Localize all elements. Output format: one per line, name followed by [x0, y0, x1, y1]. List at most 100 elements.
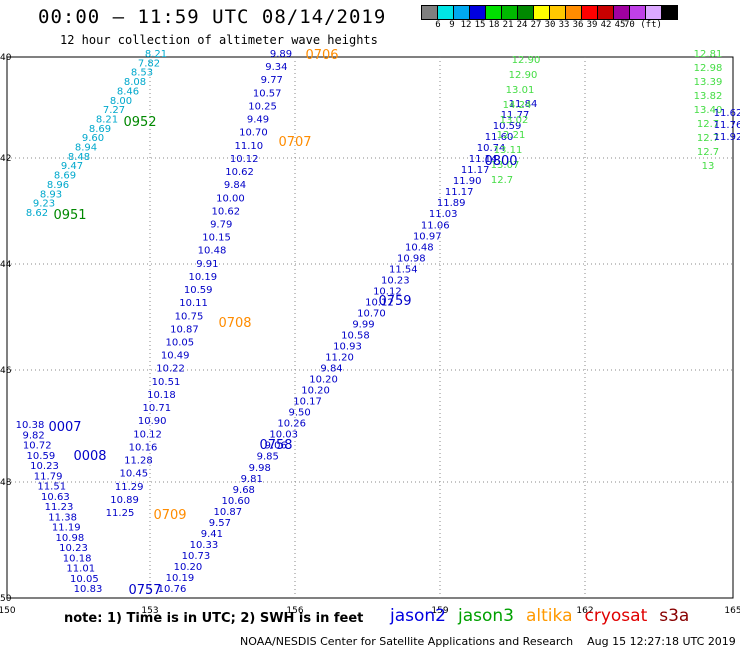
swh-value: 12.7 [491, 175, 513, 186]
swh-value: 10.72 [23, 441, 52, 452]
time-label: 0951 [53, 208, 86, 223]
generated-timestamp: Aug 15 12:27:18 UTC 2019 [587, 635, 736, 648]
swh-value: 8.08 [124, 77, 146, 88]
swh-value: 11.51 [37, 482, 66, 493]
swh-value: 9.47 [61, 161, 83, 172]
time-label: 0708 [218, 316, 251, 331]
swh-value: 13.39 [694, 77, 723, 88]
swh-value: 10.18 [147, 390, 176, 401]
swh-value: 10.45 [119, 469, 148, 480]
swh-value: 10.12 [230, 154, 259, 165]
swh-value: 10.20 [301, 386, 330, 397]
swh-value: 11.62 [714, 108, 740, 119]
swh-value: 10.18 [63, 553, 92, 564]
swh-value: 11.20 [325, 353, 354, 364]
swh-value: 12.98 [694, 63, 723, 74]
swh-value: 8.21 [145, 49, 167, 60]
swh-value: 13.07 [491, 160, 520, 171]
swh-value: 9.98 [249, 463, 271, 474]
swh-value: 9.79 [210, 219, 232, 230]
map-frame [6, 56, 734, 599]
swh-value: 10.23 [381, 275, 410, 286]
swh-value: 13.01 [506, 85, 535, 96]
swh-value: 13.40 [694, 105, 723, 116]
swh-value: 10.00 [216, 193, 245, 204]
colorbar-tick-label: 18 [488, 20, 500, 30]
lon-tick-label: 153 [141, 606, 158, 616]
swh-value: 11.19 [52, 523, 81, 534]
swh-value: 10.70 [239, 128, 268, 139]
swh-value: 10.26 [277, 419, 306, 430]
swh-value: 11.17 [461, 165, 490, 176]
lat-tick-label: 44 [0, 260, 12, 270]
swh-value: 8.62 [26, 208, 48, 219]
swh-value: 10.15 [202, 233, 231, 244]
colorbar-tick-label: 9 [449, 20, 455, 30]
swh-value: 9.84 [320, 364, 342, 375]
colorbar-tick-label: 39 [586, 20, 598, 30]
swh-value: 11.38 [48, 512, 77, 523]
swh-value: 11.84 [509, 99, 538, 110]
colorbar-tick-label: 36 [572, 20, 584, 30]
swh-value: 10.93 [333, 342, 362, 353]
swh-value: 7.82 [138, 58, 160, 69]
colorbar-swatch [661, 5, 678, 20]
swh-value: 11.10 [234, 141, 263, 152]
swh-value: 10.22 [156, 364, 185, 375]
time-label: 0007 [48, 420, 81, 435]
swh-value: 8.69 [54, 171, 76, 182]
swh-value: 11.14 [469, 154, 498, 165]
legend-cryosat: cryosat [584, 606, 648, 626]
swh-value: 10.19 [166, 573, 195, 584]
swh-value: 12.7 [697, 147, 719, 158]
swh-value: 10.58 [341, 330, 370, 341]
swh-value: 10.23 [59, 543, 88, 554]
credit-org: NOAA/NESDIS Center for Satellite Applica… [240, 635, 574, 648]
map-title: 00:00 – 11:59 UTC 08/14/2019 [38, 6, 387, 28]
lat-tick-label: 46 [0, 366, 12, 376]
time-label: 0758 [259, 438, 292, 453]
swh-value: 9.60 [82, 133, 104, 144]
swh-value: 10.62 [211, 206, 240, 217]
colorbar-tick-label: 45 [614, 20, 626, 30]
swh-value: 9.57 [209, 518, 231, 529]
swh-value: 8.21 [96, 114, 118, 125]
lon-tick-label: 165 [724, 606, 740, 616]
swh-value: 9.82 [22, 430, 44, 441]
swh-value: 10.12 [373, 286, 402, 297]
legend-altika: altika [526, 606, 573, 626]
swh-value: 12.90 [509, 70, 538, 81]
swh-value: 10.38 [16, 420, 45, 431]
swh-value: 11.23 [45, 502, 74, 513]
colorbar-tick-label: 33 [558, 20, 570, 30]
swh-value: 10.33 [190, 540, 219, 551]
swh-value: 10.51 [152, 377, 181, 388]
swh-value: 10.97 [413, 231, 442, 242]
swh-value: 11.03 [429, 209, 458, 220]
time-label: 0709 [153, 508, 186, 523]
swh-value: 10.49 [161, 351, 190, 362]
swh-value: 10.12 [365, 297, 394, 308]
colorbar-tick-label: 42 [600, 20, 612, 30]
lat-tick-label: 40 [0, 53, 12, 63]
swh-value: 11.76 [714, 120, 740, 131]
swh-value: 9.84 [224, 180, 246, 191]
swh-value: 10.20 [174, 562, 203, 573]
swh-value: 10.25 [248, 101, 277, 112]
time-label: 0706 [305, 48, 338, 63]
swh-value: 11.89 [437, 198, 466, 209]
swh-value: 11.06 [421, 220, 450, 231]
swh-value: 11.92 [714, 132, 740, 143]
swh-value: 10.17 [293, 397, 322, 408]
map-subtitle: 12 hour collection of altimeter wave hei… [60, 33, 378, 47]
swh-value: 10.48 [198, 246, 227, 257]
swh-value: 11.54 [389, 264, 418, 275]
swh-value: 10.20 [309, 375, 338, 386]
lon-tick-label: 156 [286, 606, 303, 616]
swh-value: 13.11 [494, 145, 523, 156]
swh-value: 10.59 [27, 451, 56, 462]
swh-value: 8.00 [110, 96, 132, 107]
swh-value: 9.06 [265, 441, 287, 452]
swh-value: 10.75 [175, 311, 204, 322]
swh-value: 9.49 [247, 115, 269, 126]
